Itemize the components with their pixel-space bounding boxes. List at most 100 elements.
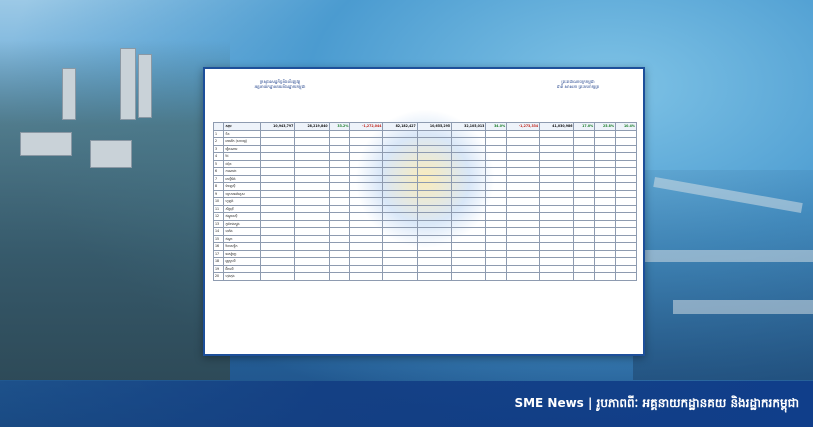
table-cell [594,242,617,251]
table-row: 4 ថៃ [212,152,637,161]
table-cell [294,204,330,213]
table-cell [506,234,541,243]
table-cell [506,167,541,176]
table-cell [382,144,418,153]
table-cell [260,174,296,183]
table-cell [594,137,617,146]
table-cell [506,189,541,198]
total-row: សរុប 10,943,797 28,219,840 33.2% -1,272,… [212,122,637,131]
table-cell [260,167,296,176]
table-cell [539,219,575,228]
table-cell [615,197,637,206]
table-cell [349,257,384,266]
row-number: 15 [212,234,225,243]
table-cell [349,204,384,213]
table-cell [573,197,596,206]
table-cell [485,152,508,161]
table-cell [416,197,453,206]
table-cell [260,242,296,251]
table-cell [506,159,541,168]
table-cell [328,189,351,198]
table-cell [594,219,617,228]
country-name: វៀតណាម [223,144,262,153]
table-cell [594,174,617,183]
document-header-left: ក្រសួងសេដ្ឋកិច្ចនិងហិរញ្ញវត្ថុ អគ្គនាយកដ… [254,79,306,89]
table-row: 12 ឥណ្ឌូនេស៊ី [212,212,637,221]
table-cell [416,159,453,168]
table-cell [485,212,508,221]
table-cell [615,189,637,198]
table-cell [294,137,330,146]
row-number: 16 [212,242,225,251]
row-number: 4 [212,152,225,161]
table-cell [260,272,296,281]
table-cell [485,182,508,191]
port-area [633,170,813,380]
table-cell [328,242,351,251]
table-cell [260,189,296,198]
table-cell [451,197,487,206]
table-cell [328,249,351,258]
table-cell [382,234,418,243]
table-row: 18 អូស្ត្រាលី [212,257,637,266]
table-cell [349,152,384,161]
table-cell [382,257,418,266]
table-cell [594,227,617,236]
table-row: 13 កូរ៉េខាងត្បូង [212,219,637,228]
table-cell [573,182,596,191]
table-cell [416,144,453,153]
table-cell [506,129,541,138]
table-cell [573,204,596,213]
table-cell [451,144,487,153]
row-number: 12 [212,212,225,221]
table-cell [451,257,487,266]
table-cell [294,212,330,221]
table-cell [260,249,296,258]
table-cell [294,152,330,161]
table-cell [451,129,487,138]
table-cell [451,152,487,161]
table-row: 14 បារាំង [212,227,637,236]
table-cell [416,272,453,281]
table-cell [328,182,351,191]
table-cell [451,137,487,146]
table-cell [349,129,384,138]
table-cell [328,257,351,266]
country-name: ឥណ្ឌូនេស៊ី [223,212,262,221]
table-cell [573,242,596,251]
table-cell [539,264,575,273]
table-cell [615,234,637,243]
table-cell [382,197,418,206]
table-cell [615,174,637,183]
table-cell [416,257,453,266]
table-cell [416,152,453,161]
table-cell [260,264,296,273]
table-cell [506,257,541,266]
table-cell [451,204,487,213]
table-cell [349,137,384,146]
table-cell [349,249,384,258]
table-cell [294,242,330,251]
table-cell [349,182,384,191]
table-row: 9 ចក្រភពអង់គ្លេស [212,189,637,198]
row-number: 13 [212,219,225,228]
table-cell [260,234,296,243]
table-cell [573,212,596,221]
table-cell [451,249,487,258]
table-cell [349,227,384,236]
table-cell [615,129,637,138]
table-cell [506,219,541,228]
table-cell [594,152,617,161]
table-cell [615,152,637,161]
country-name: សិង្ហបុរី [223,204,262,213]
table-cell [573,137,596,146]
table-cell [416,129,453,138]
table-cell [485,197,508,206]
table-cell [594,167,617,176]
table-cell [294,159,330,168]
table-cell [328,129,351,138]
table-cell [349,174,384,183]
table-cell [260,182,296,191]
table-cell [615,137,637,146]
table-cell [615,264,637,273]
